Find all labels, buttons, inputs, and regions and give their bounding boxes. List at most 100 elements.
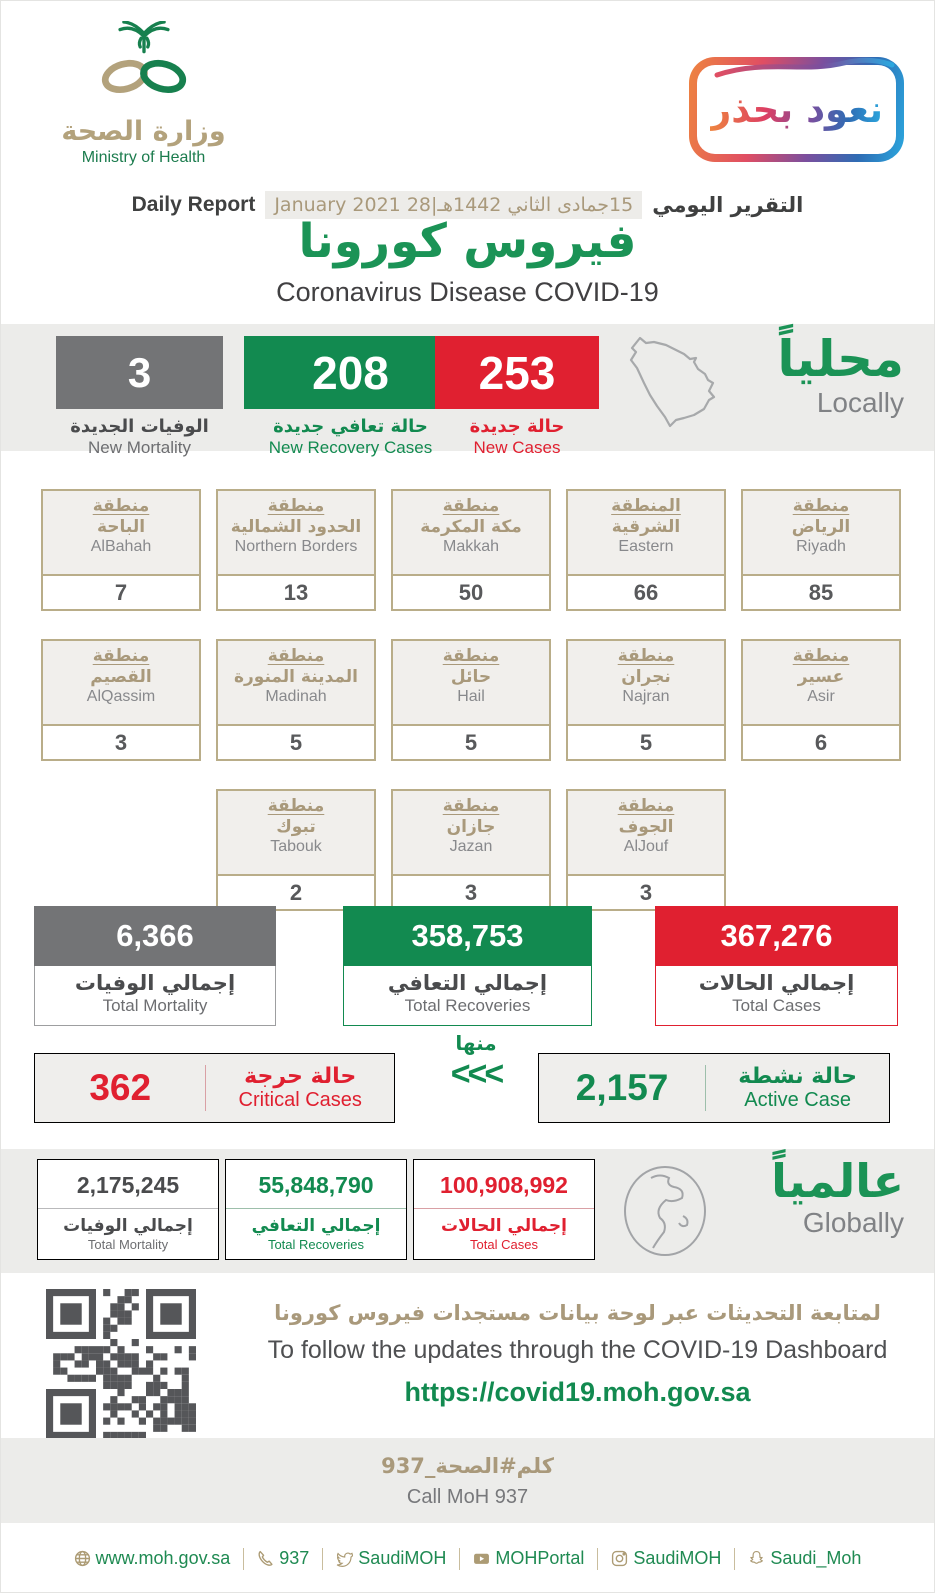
region-card-northern-borders: منطقة الحدود الشمالية Northern Borders 13: [216, 489, 376, 611]
region-value: 5: [568, 726, 724, 759]
new-cases-stat: 253 حالة جديدة New Cases: [435, 336, 599, 458]
new-recovery-label-en: New Recovery Cases: [268, 438, 433, 457]
twitter-link[interactable]: SaudiMOH: [336, 1548, 446, 1569]
report-header-line: Daily Report 15جمادى الثاني 1442هـ|28 Ja…: [1, 191, 934, 219]
youtube-link-text: MOHPortal: [495, 1548, 585, 1568]
dashboard-note-ar: لمتابعة التحديثات عبر لوحة بيانات مستجدا…: [274, 1301, 881, 1325]
region-card-alqassim: منطقة القصيم AlQassim 3: [41, 639, 201, 761]
new-recovery-label-ar: حالة تعافي جديدة: [273, 416, 428, 437]
website-link[interactable]: www.moh.gov.sa: [74, 1548, 230, 1569]
global-cases-label-en: Total Cases: [470, 1237, 538, 1252]
region-card-albahah: منطقة الباحة AlBahah 7: [41, 489, 201, 611]
region-name-en: Riyadh: [796, 538, 846, 555]
region-value: 3: [43, 726, 199, 759]
region-name-en: Northern Borders: [234, 538, 358, 555]
critical-cases-label-ar: حالة حرجة: [244, 1063, 357, 1089]
total-cases-block: 367,276 إجمالي الحالات Total Cases: [655, 906, 898, 1026]
active-cases-box: 2,157 حالة نشطة Active Case: [538, 1053, 890, 1123]
global-recoveries-value: 55,848,790: [226, 1160, 406, 1209]
region-row-1: منطقة الباحة AlBahah 7 منطقة الحدود الشمالي…: [41, 489, 901, 611]
region-card-jazan: منطقة جازان Jazan 3: [391, 789, 551, 911]
instagram-icon: [612, 1550, 628, 1567]
regions-grid: منطقة الباحة AlBahah 7 منطقة الحدود الشمالي…: [41, 489, 901, 939]
global-recoveries-label-ar: إجمالي التعافي: [251, 1216, 381, 1236]
youtube-link[interactable]: MOHPortal: [473, 1548, 584, 1569]
region-prefix: منطقة: [92, 646, 150, 666]
new-mortality-label-ar: الوفيات الجديدة: [70, 416, 209, 437]
region-row-3: منطقة تبوك Tabouk 2 منطقة جازان Jazan 3 منطق…: [216, 789, 901, 911]
badge-swoosh-icon: [714, 57, 895, 78]
region-card-hail: منطقة حائل Hail 5: [391, 639, 551, 761]
ministry-name-en: Ministry of Health: [81, 149, 206, 166]
new-cases-label-en: New Cases: [473, 438, 561, 457]
new-cases-label-ar: حالة جديدة: [469, 416, 565, 437]
region-name-ar: الشرقية: [611, 517, 681, 537]
region-name-en: AlQassim: [86, 688, 156, 705]
region-card-asir: منطقة عسير Asir 6: [741, 639, 901, 761]
region-card-madinah: منطقة المدينة المنورة Madinah 5: [216, 639, 376, 761]
campaign-badge: نعود بحذر: [689, 57, 904, 162]
call-moh-label-en: Call MoH 937: [406, 1486, 529, 1508]
region-name-en: Asir: [807, 688, 835, 705]
ministry-name-ar: وزارة الصحة: [61, 116, 226, 147]
region-name-en: Makkah: [442, 538, 500, 555]
critical-cases-box: 362 حالة حرجة Critical Cases: [34, 1053, 395, 1123]
total-cases-label-en: Total Cases: [732, 996, 821, 1015]
region-prefix: منطقة: [792, 496, 850, 516]
new-mortality-label-en: New Mortality: [88, 438, 191, 457]
total-mortality-value: 6,366: [34, 906, 276, 966]
region-value: 85: [743, 576, 899, 609]
region-prefix: المنطقة: [611, 496, 681, 516]
globe-icon: [74, 1550, 90, 1567]
phone-link-text: 937: [279, 1548, 310, 1568]
active-cases-label-ar: حالة نشطة: [738, 1063, 857, 1089]
region-prefix: منطقة: [442, 496, 500, 516]
page-title-en: Coronavirus Disease COVID-19: [276, 277, 659, 307]
total-mortality-label-en: Total Mortality: [102, 996, 208, 1015]
moh-emblem-icon: [101, 20, 186, 93]
region-name-ar: القصيم: [90, 667, 152, 687]
separator: [597, 1547, 599, 1570]
region-value: 50: [393, 576, 549, 609]
critical-cases-value: 362: [89, 1067, 152, 1108]
region-name-ar: الجوف: [618, 817, 674, 837]
phone-icon: [258, 1550, 273, 1566]
region-card-riyadh: منطقة الرياض Riyadh 85: [741, 489, 901, 611]
region-prefix: منطقة: [442, 646, 500, 666]
region-prefix: منطقة: [267, 496, 325, 516]
region-value: 3: [393, 876, 549, 909]
region-value: 3: [568, 876, 724, 909]
region-name-en: Eastern: [618, 538, 674, 555]
phone-link[interactable]: 937: [257, 1548, 309, 1569]
youtube-icon: [474, 1553, 490, 1564]
total-recoveries-label-en: Total Recoveries: [404, 996, 531, 1015]
separator: [322, 1547, 324, 1570]
global-cases-box: 100,908,992 إجمالي الحالات Total Cases: [413, 1159, 595, 1260]
region-prefix: منطقة: [442, 796, 500, 816]
region-value: 2: [218, 876, 374, 909]
region-card-eastern: المنطقة الشرقية Eastern 66: [566, 489, 726, 611]
global-mortality-label-ar: إجمالي الوفيات: [63, 1216, 193, 1236]
region-card-aljouf: منطقة الجوف AlJouf 3: [566, 789, 726, 911]
total-recoveries-label-ar: إجمالي التعافي: [387, 971, 548, 995]
region-name-en: Tabouk: [270, 838, 322, 855]
region-value: 66: [568, 576, 724, 609]
chevrons-left-icon: <<<: [450, 1055, 505, 1093]
daily-report-label-ar: التقرير اليومي: [652, 193, 804, 217]
region-name-ar: الحدود الشمالية: [230, 517, 362, 537]
of-which-indicator: منها <<<: [421, 1031, 531, 1091]
globe-icon: [624, 1166, 706, 1256]
dashboard-url-link[interactable]: https://covid19.moh.gov.sa: [404, 1377, 751, 1407]
new-recovery-stat: 208 حالة تعافي جديدة New Recovery Cases: [244, 336, 457, 458]
snapchat-link[interactable]: Saudi_Moh: [748, 1548, 861, 1569]
report-date: 15جمادى الثاني 1442هـ|28 January 2021: [265, 191, 643, 219]
locally-label-en: Locally: [816, 387, 904, 418]
instagram-link[interactable]: SaudiMOH: [611, 1548, 721, 1569]
region-value: 13: [218, 576, 374, 609]
footer-links: www.moh.gov.sa 937 SaudiMOH MOHPortal Sa…: [1, 1523, 934, 1592]
call-moh-label-ar: كلم#الصحة_937: [381, 1454, 554, 1478]
active-cases-value: 2,157: [575, 1067, 669, 1108]
region-name-ar: عسير: [797, 667, 845, 687]
snapchat-link-text: Saudi_Moh: [770, 1548, 862, 1568]
